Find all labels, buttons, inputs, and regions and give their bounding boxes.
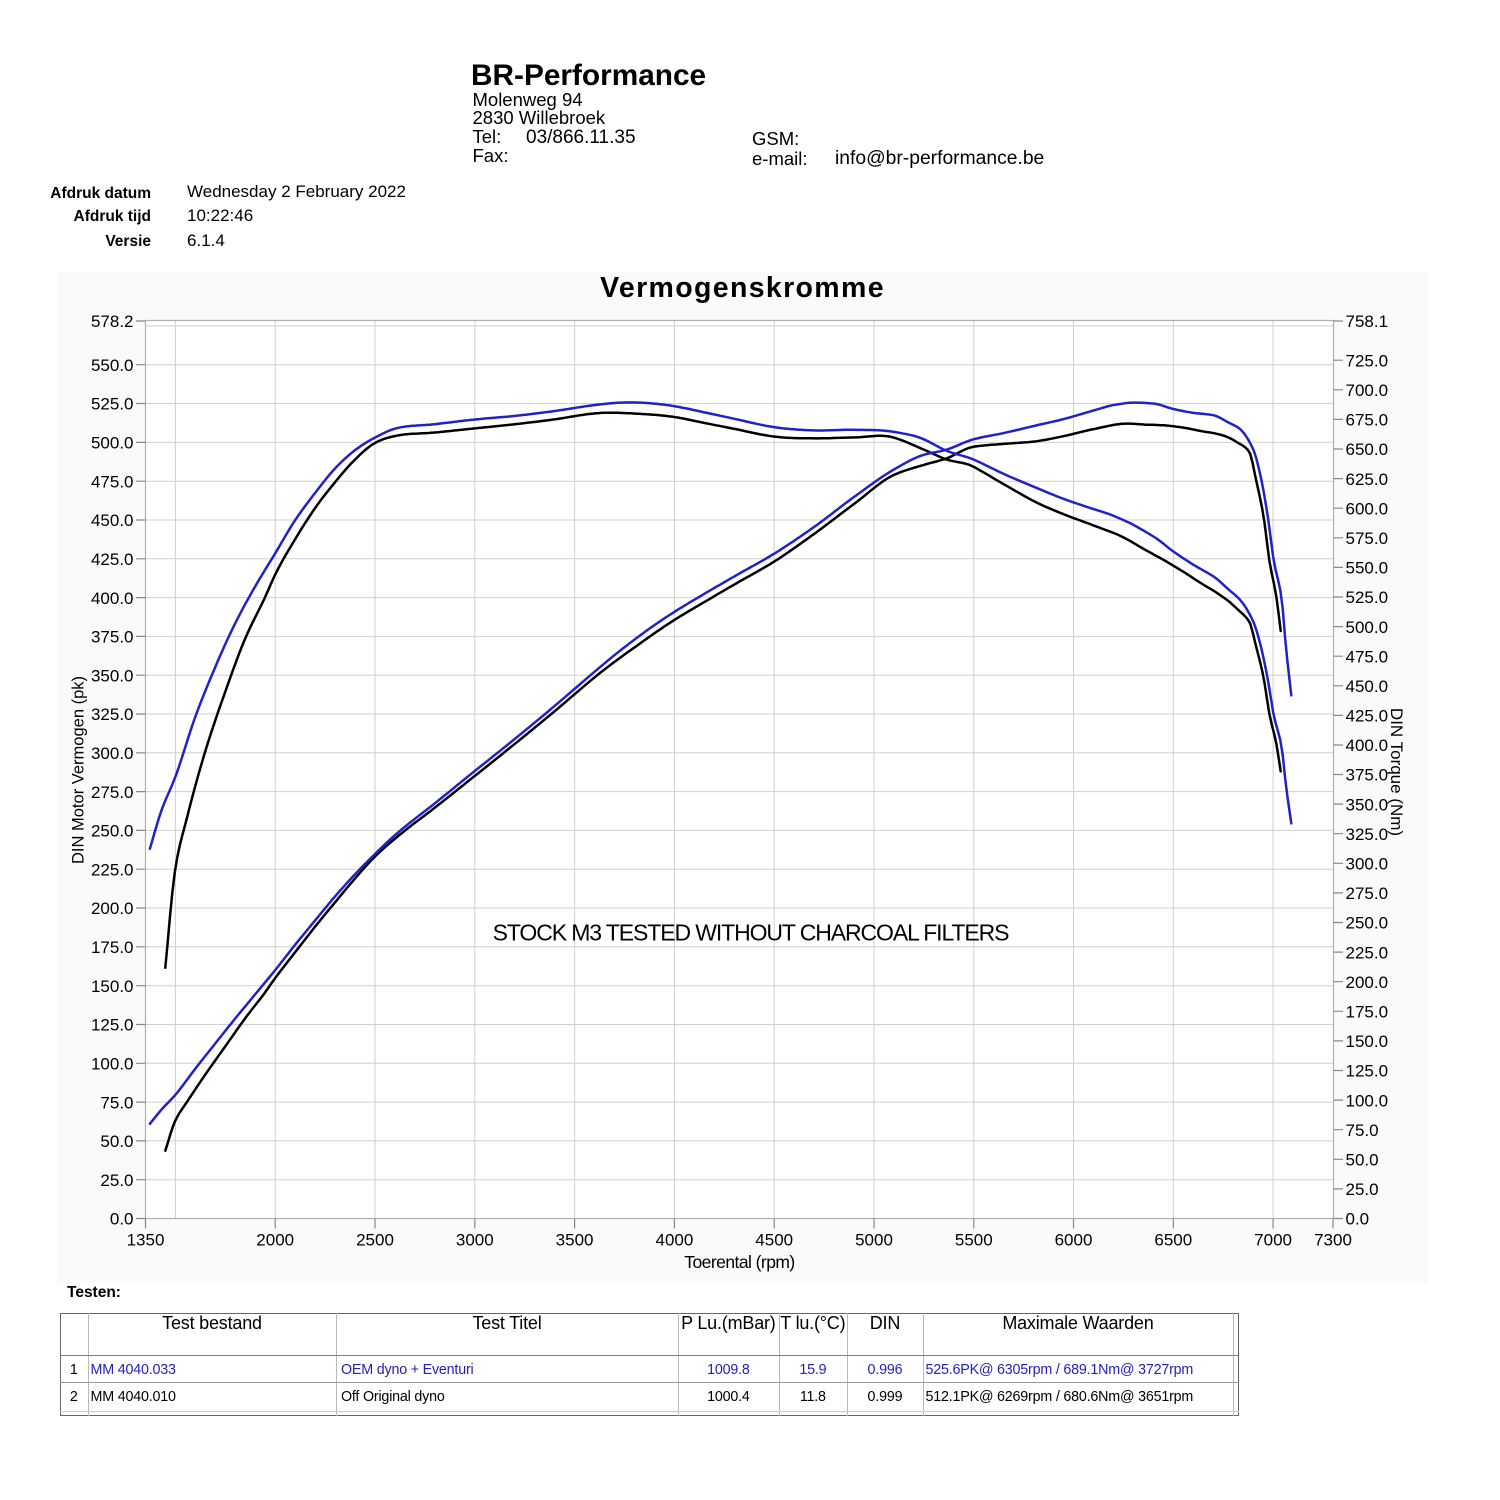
svg-text:625.0: 625.0 bbox=[1346, 470, 1389, 489]
svg-text:425.0: 425.0 bbox=[1346, 707, 1389, 726]
svg-text:250.0: 250.0 bbox=[91, 822, 134, 841]
svg-text:300.0: 300.0 bbox=[1346, 855, 1389, 874]
svg-text:Vermogenskromme: Vermogenskromme bbox=[600, 272, 885, 304]
svg-text:450.0: 450.0 bbox=[1346, 677, 1389, 696]
svg-text:3000: 3000 bbox=[456, 1231, 494, 1250]
svg-text:150.0: 150.0 bbox=[91, 977, 134, 996]
svg-text:500.0: 500.0 bbox=[1346, 618, 1389, 637]
svg-text:DIN Motor Vermogen (pk): DIN Motor Vermogen (pk) bbox=[70, 676, 88, 864]
svg-text:250.0: 250.0 bbox=[1346, 914, 1389, 933]
svg-text:2500: 2500 bbox=[356, 1231, 394, 1250]
svg-text:6000: 6000 bbox=[1055, 1231, 1093, 1250]
svg-text:350.0: 350.0 bbox=[1346, 795, 1389, 814]
svg-text:325.0: 325.0 bbox=[1346, 825, 1389, 844]
svg-text:650.0: 650.0 bbox=[1346, 440, 1389, 459]
svg-text:3500: 3500 bbox=[556, 1231, 594, 1250]
svg-text:0.0: 0.0 bbox=[1346, 1210, 1370, 1229]
svg-text:550.0: 550.0 bbox=[1346, 559, 1389, 578]
svg-text:2000: 2000 bbox=[256, 1231, 294, 1250]
svg-text:200.0: 200.0 bbox=[1346, 973, 1389, 992]
svg-text:525.0: 525.0 bbox=[91, 395, 134, 414]
svg-text:5500: 5500 bbox=[955, 1231, 993, 1250]
svg-text:175.0: 175.0 bbox=[1346, 1003, 1389, 1022]
svg-text:0.0: 0.0 bbox=[110, 1210, 134, 1229]
svg-text:1350: 1350 bbox=[127, 1231, 165, 1250]
svg-text:450.0: 450.0 bbox=[91, 511, 134, 530]
svg-text:4500: 4500 bbox=[755, 1231, 793, 1250]
svg-text:50.0: 50.0 bbox=[100, 1132, 133, 1151]
svg-text:50.0: 50.0 bbox=[1346, 1151, 1379, 1170]
svg-text:5000: 5000 bbox=[855, 1231, 893, 1250]
svg-text:675.0: 675.0 bbox=[1346, 411, 1389, 430]
svg-text:75.0: 75.0 bbox=[1346, 1121, 1379, 1140]
svg-text:725.0: 725.0 bbox=[1346, 351, 1389, 370]
svg-text:475.0: 475.0 bbox=[1346, 647, 1389, 666]
svg-text:75.0: 75.0 bbox=[100, 1093, 133, 1112]
svg-text:425.0: 425.0 bbox=[91, 550, 134, 569]
svg-text:25.0: 25.0 bbox=[100, 1171, 133, 1190]
svg-text:375.0: 375.0 bbox=[91, 628, 134, 647]
svg-text:525.0: 525.0 bbox=[1346, 588, 1389, 607]
svg-text:125.0: 125.0 bbox=[1346, 1062, 1389, 1081]
svg-text:700.0: 700.0 bbox=[1346, 381, 1389, 400]
svg-text:175.0: 175.0 bbox=[91, 938, 134, 957]
svg-text:350.0: 350.0 bbox=[91, 666, 134, 685]
svg-text:400.0: 400.0 bbox=[1346, 736, 1389, 755]
svg-text:125.0: 125.0 bbox=[91, 1016, 134, 1035]
svg-text:150.0: 150.0 bbox=[1346, 1032, 1389, 1051]
svg-text:578.2: 578.2 bbox=[91, 312, 134, 331]
svg-text:225.0: 225.0 bbox=[1346, 943, 1389, 962]
svg-text:100.0: 100.0 bbox=[1346, 1091, 1389, 1110]
svg-text:475.0: 475.0 bbox=[91, 472, 134, 491]
svg-text:550.0: 550.0 bbox=[91, 356, 134, 375]
svg-text:200.0: 200.0 bbox=[91, 899, 134, 918]
svg-text:7000: 7000 bbox=[1254, 1231, 1292, 1250]
svg-text:575.0: 575.0 bbox=[1346, 529, 1389, 548]
svg-text:400.0: 400.0 bbox=[91, 589, 134, 608]
svg-text:7300: 7300 bbox=[1314, 1231, 1352, 1250]
svg-text:225.0: 225.0 bbox=[91, 860, 134, 879]
svg-text:STOCK M3 TESTED WITHOUT CHARCO: STOCK M3 TESTED WITHOUT CHARCOAL FILTERS bbox=[493, 920, 1009, 946]
svg-text:275.0: 275.0 bbox=[1346, 884, 1389, 903]
svg-text:4000: 4000 bbox=[655, 1231, 693, 1250]
svg-text:600.0: 600.0 bbox=[1346, 499, 1389, 518]
svg-text:300.0: 300.0 bbox=[91, 744, 134, 763]
svg-text:Toerental (rpm): Toerental (rpm) bbox=[684, 1252, 794, 1272]
svg-text:758.1: 758.1 bbox=[1346, 312, 1389, 331]
svg-text:DIN Torque (Nm): DIN Torque (Nm) bbox=[1387, 708, 1406, 836]
svg-text:275.0: 275.0 bbox=[91, 783, 134, 802]
svg-text:325.0: 325.0 bbox=[91, 705, 134, 724]
svg-text:500.0: 500.0 bbox=[91, 434, 134, 453]
svg-text:6500: 6500 bbox=[1154, 1231, 1192, 1250]
svg-text:25.0: 25.0 bbox=[1346, 1180, 1379, 1199]
svg-text:100.0: 100.0 bbox=[91, 1055, 134, 1074]
svg-text:375.0: 375.0 bbox=[1346, 766, 1389, 785]
